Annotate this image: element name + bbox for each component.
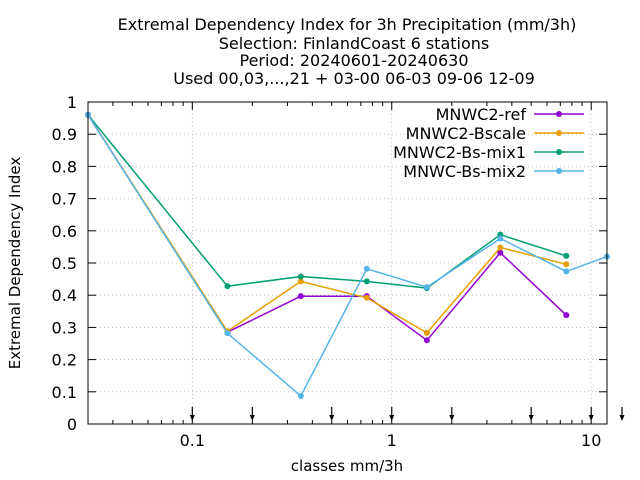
data-point (563, 252, 570, 259)
data-series (85, 111, 610, 399)
y-tick-label: 0.6 (52, 222, 77, 241)
threshold-arrow-head (329, 415, 335, 421)
y-tick-label: 0 (67, 415, 77, 434)
legend-swatch-marker (556, 168, 562, 174)
legend-swatch-marker (556, 111, 562, 117)
chart-title-line-4: Used 00,03,...,21 + 03-00 06-03 09-06 12… (173, 69, 535, 88)
data-point (423, 284, 430, 291)
y-tick-label: 0.2 (52, 351, 77, 370)
legend: MNWC2-refMNWC2-BscaleMNWC2-Bs-mix1MNWC-B… (393, 105, 584, 181)
y-tick-label: 0.3 (52, 318, 77, 337)
threshold-markers (189, 407, 625, 421)
threshold-arrow-head (619, 415, 625, 421)
chart-title-line-1: Extremal Dependency Index for 3h Precipi… (118, 15, 577, 34)
threshold-arrow-head (249, 415, 255, 421)
threshold-arrow-head (449, 415, 455, 421)
data-point (297, 293, 304, 300)
y-tick-label: 0.1 (52, 383, 77, 402)
chart-title-line-3: Period: 20240601-20240630 (239, 51, 468, 70)
y-tick-label: 0.8 (52, 157, 77, 176)
plot-frame (87, 101, 608, 425)
legend-label: MNWC2-Bscale (406, 124, 526, 143)
data-point (497, 244, 504, 251)
data-point (497, 249, 504, 256)
x-tick-label: 10 (581, 431, 601, 450)
data-point (423, 337, 430, 344)
legend-swatch-marker (556, 130, 562, 136)
y-tick-label: 0.5 (52, 254, 77, 273)
x-tick-label: 1 (387, 431, 397, 450)
data-point (297, 273, 304, 280)
data-point (297, 278, 304, 285)
y-tick-label: 0.7 (52, 190, 77, 209)
data-point (563, 261, 570, 268)
chart-title-line-2: Selection: FinlandCoast 6 stations (219, 34, 490, 53)
threshold-arrow-head (528, 415, 534, 421)
data-point (563, 312, 570, 319)
data-point (224, 283, 231, 290)
legend-swatch-marker (556, 149, 562, 155)
x-axis-label: classes mm/3h (291, 457, 403, 475)
series-line (87, 114, 608, 397)
x-tick-label: 0.1 (180, 431, 205, 450)
legend-label: MNWC2-ref (436, 105, 527, 124)
data-point (423, 329, 430, 336)
y-tick-label: 1 (67, 93, 77, 112)
data-point (224, 330, 231, 337)
axis-ticks: 0 0.1 0.2 0.3 0.4 0.5 0.6 0.7 0.8 0.9 1 0.1 1 10 (52, 93, 607, 450)
data-point (497, 235, 504, 242)
data-point (363, 265, 370, 272)
data-point (363, 278, 370, 285)
data-point (563, 268, 570, 275)
y-axis-label: Extremal Dependency Index (6, 157, 24, 370)
legend-label: MNWC-Bs-mix2 (403, 162, 526, 181)
y-tick-label: 0.4 (52, 286, 77, 305)
legend-label: MNWC2-Bs-mix1 (393, 143, 526, 162)
grid-lines (88, 102, 607, 424)
data-point (297, 392, 304, 399)
data-point (363, 294, 370, 301)
chart-title-block: Extremal Dependency Index for 3h Precipi… (118, 15, 577, 88)
y-tick-label: 0.9 (52, 125, 77, 144)
